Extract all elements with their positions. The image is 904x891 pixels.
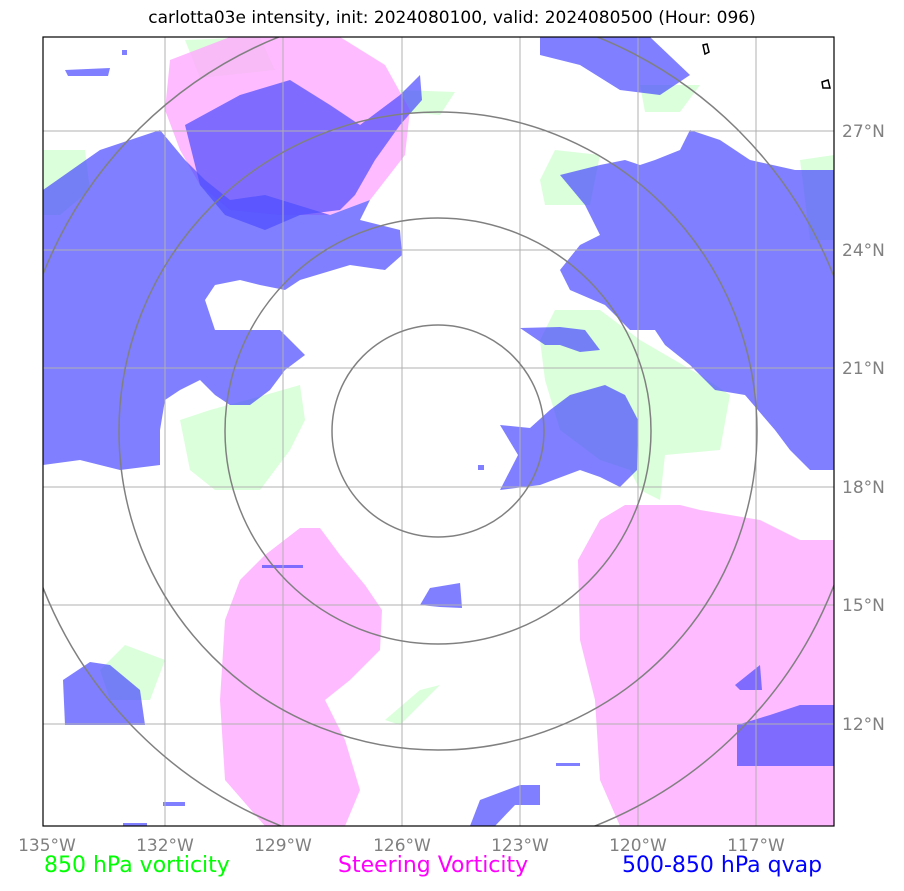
qvap-area [737, 705, 834, 766]
lon-label: 120°W [609, 836, 667, 856]
vorticity-850-area [540, 310, 730, 500]
island-outline [702, 43, 710, 56]
qvap-area [122, 50, 127, 55]
lon-label: 123°W [491, 836, 549, 856]
qvap-area [43, 130, 402, 470]
lon-label: 126°W [373, 836, 431, 856]
vorticity-850-area [180, 385, 305, 490]
lat-label: 27°N [842, 122, 885, 142]
map-title: carlotta03e intensity, init: 2024080100,… [148, 8, 756, 28]
qvap-layer [43, 37, 834, 826]
qvap-area [735, 665, 762, 690]
legend-850-vorticity: 850 hPa vorticity [44, 853, 230, 878]
lat-label: 21°N [842, 359, 885, 379]
qvap-area [123, 823, 147, 826]
island-outline [821, 79, 831, 89]
qvap-area [520, 327, 600, 352]
range-ring-outer [118, 111, 758, 751]
lat-label: 12°N [842, 715, 885, 735]
range-ring-inner [331, 324, 545, 538]
lat-label: 18°N [842, 478, 885, 498]
qvap-area [478, 465, 484, 470]
lon-label: 135°W [18, 836, 76, 856]
qvap-area [560, 130, 834, 470]
vorticity-850-area [385, 685, 440, 725]
qvap-area [500, 385, 638, 490]
legend-qvap: 500-850 hPa qvap [622, 853, 823, 878]
lon-label: 117°W [727, 836, 785, 856]
steering-vorticity-area [578, 505, 834, 826]
steering-vorticity-area [220, 528, 382, 826]
map-plot-area [43, 37, 834, 826]
legend-steering-vorticity: Steering Vorticity [338, 853, 529, 878]
lon-label: 132°W [136, 836, 194, 856]
longitude-axis: 135°W 132°W 129°W 126°W 123°W 120°W 117°… [18, 836, 785, 856]
qvap-area [65, 68, 110, 76]
lat-label: 15°N [842, 596, 885, 616]
lon-label: 129°W [254, 836, 312, 856]
range-rings [43, 37, 834, 826]
qvap-area [185, 75, 422, 230]
qvap-area [540, 37, 690, 95]
range-ring-middle [224, 217, 652, 645]
lat-label: 24°N [842, 241, 885, 261]
map-frame [42, 36, 835, 827]
qvap-area [470, 785, 540, 826]
qvap-area [556, 763, 580, 766]
latitude-axis: 27°N 24°N 21°N 18°N 15°N 12°N [842, 122, 885, 735]
qvap-area [163, 802, 185, 806]
qvap-area [420, 583, 462, 608]
